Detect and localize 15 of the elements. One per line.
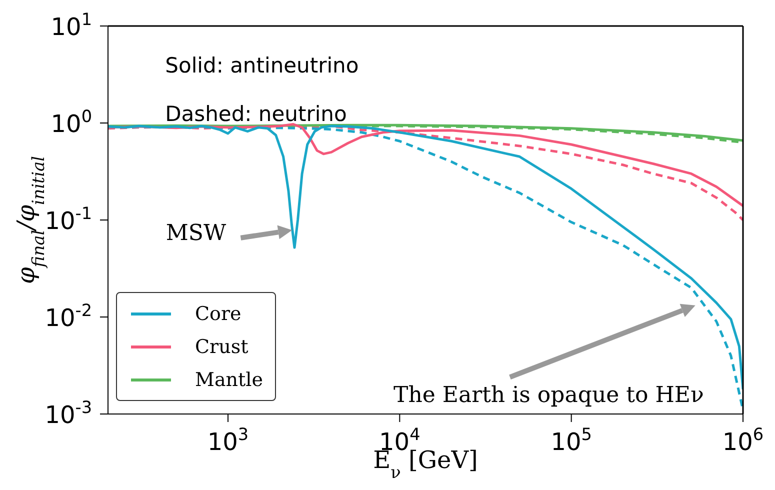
y-tick-label: 10$^{-1}$ [44, 203, 92, 235]
annotation: Solid: antineutrino [165, 54, 359, 78]
annotation: Dashed: neutrino [165, 102, 347, 126]
y-tick-label: 10$^{1}$ [50, 9, 92, 41]
annotation: MSW [166, 221, 226, 246]
x-tick-label: 10$^{3}$ [207, 424, 249, 456]
legend-label: Crust [195, 336, 248, 358]
y-tick-label: 10$^{0}$ [50, 106, 92, 138]
y-tick-label: 10$^{-2}$ [44, 300, 92, 332]
x-tick-label: 10$^{6}$ [722, 424, 764, 456]
x-tick-label: 10$^{5}$ [550, 424, 592, 456]
y-tick-label: 10$^{-3}$ [44, 397, 92, 429]
annotation: The Earth is opaque to HEν [394, 382, 704, 408]
legend-label: Mantle [195, 368, 263, 390]
legend-label: Core [195, 302, 242, 324]
